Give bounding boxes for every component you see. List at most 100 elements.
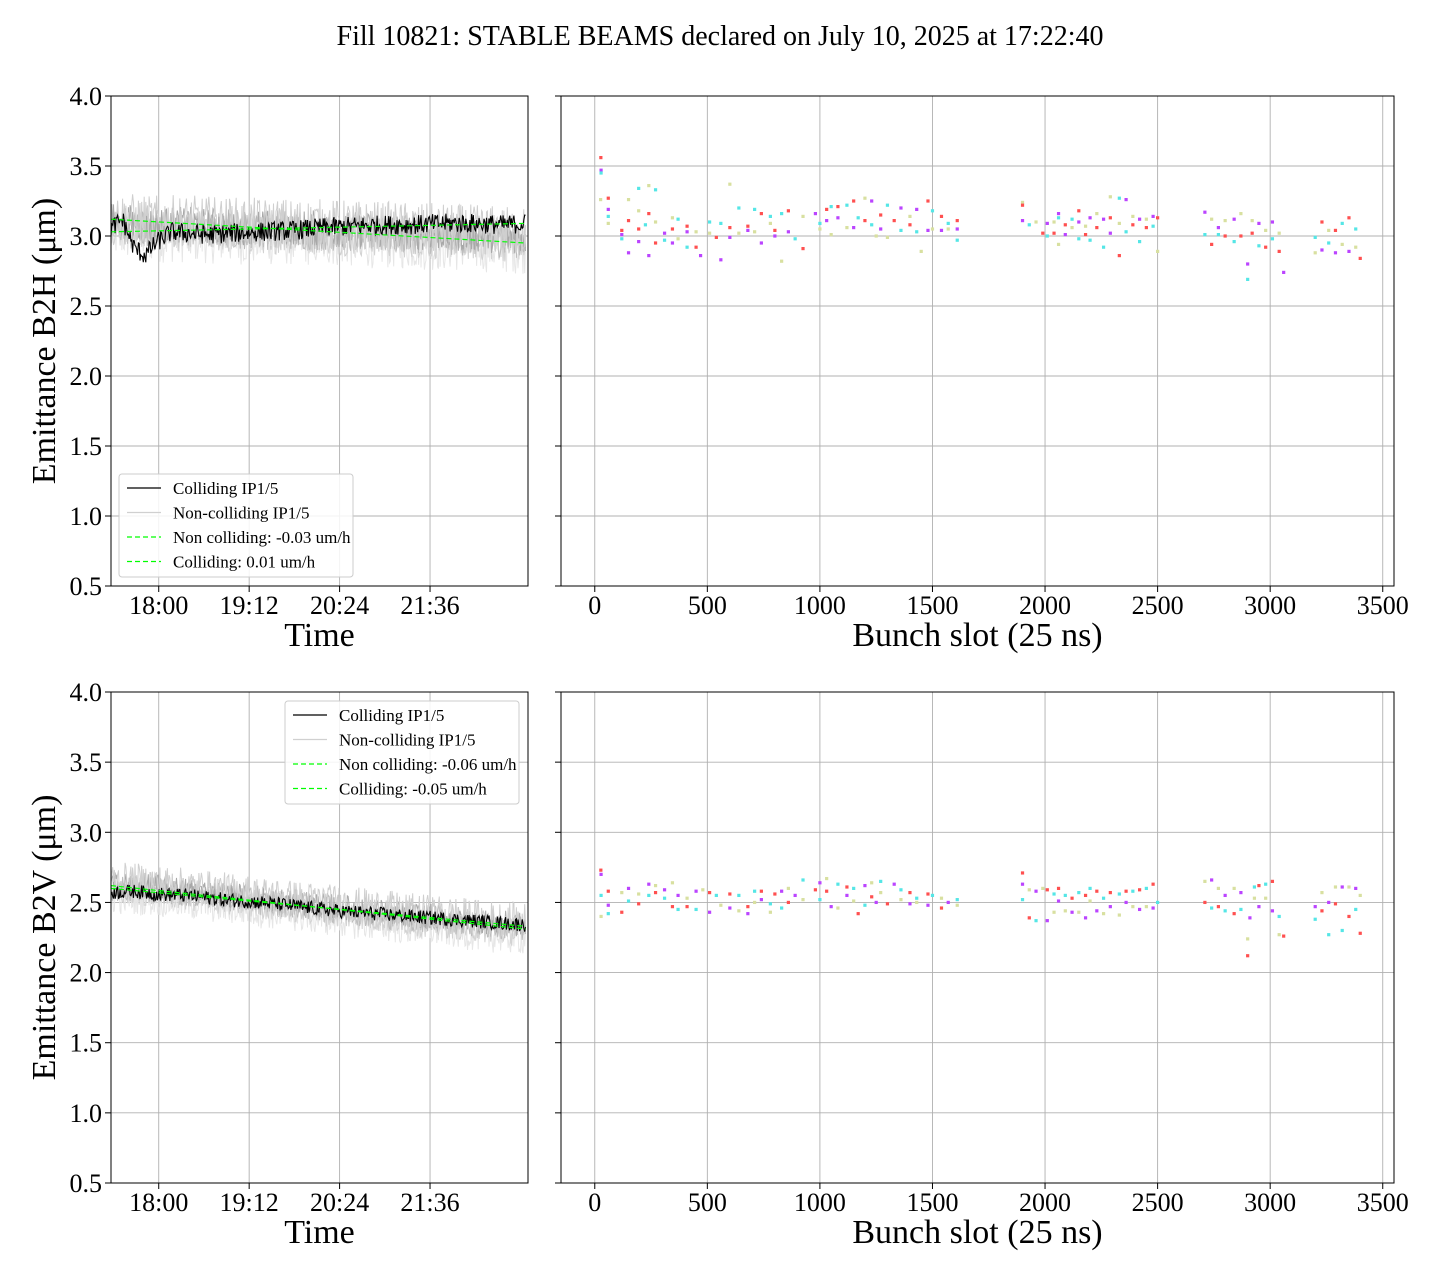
bunch-point [1246, 277, 1250, 281]
bunch-point [670, 881, 675, 885]
x-axis-label: Time [284, 617, 355, 654]
legend-entry: Non-colliding IP1/5 [339, 731, 475, 750]
bunch-point [1020, 871, 1025, 875]
bunch-point [1077, 237, 1081, 241]
bunch-point [1124, 230, 1128, 234]
bunch-point [1027, 223, 1031, 227]
bunch-point [879, 227, 883, 231]
bunch-point [1320, 220, 1324, 224]
series-noncolliding [111, 862, 526, 937]
bunch-point [626, 886, 631, 890]
bunch-point [1052, 220, 1056, 224]
bunch-point [915, 230, 919, 234]
x-tick-label: 500 [688, 1188, 727, 1217]
bunch-point [825, 219, 829, 223]
bunch-point [653, 891, 658, 895]
bunch-point [662, 231, 667, 235]
bunch-point [1077, 891, 1081, 895]
bunch-point [818, 898, 822, 902]
bunch-point [707, 231, 712, 235]
bunch-point [813, 212, 818, 216]
bunch-point [825, 889, 829, 893]
x-tick-label: 1000 [794, 1188, 846, 1217]
bunch-point [746, 912, 750, 916]
x-tick-label: 21:36 [400, 591, 459, 620]
bunch-point [1101, 896, 1106, 900]
bunch-point [1077, 910, 1081, 914]
bunch-point [1282, 934, 1286, 938]
bunch-point [1056, 242, 1061, 246]
bunch-point [599, 156, 603, 160]
bunch-point [939, 228, 944, 232]
bunch-point [1282, 270, 1286, 274]
bunch-point [1108, 891, 1112, 895]
bunch-point [719, 903, 723, 907]
bunch-point [719, 221, 723, 225]
bunch-point [670, 241, 675, 245]
bunch-point [946, 227, 950, 231]
bunch-point [899, 888, 903, 892]
bunch-point [1264, 896, 1268, 900]
legend-entry: Colliding: 0.01 um/h [173, 553, 316, 572]
x-tick-label: 2000 [1019, 591, 1071, 620]
bunch-point [1027, 888, 1031, 892]
bunch-point [818, 881, 822, 885]
bunch-point [1144, 886, 1148, 890]
bunch-point [1216, 886, 1220, 890]
bunch-point [870, 199, 874, 203]
x-tick-label: 500 [688, 591, 727, 620]
bunch-point [768, 902, 772, 906]
bunch-point [1252, 885, 1257, 889]
bunch-point [1223, 909, 1227, 913]
bunch-point [698, 254, 703, 258]
bunch-point [1277, 933, 1281, 937]
bunch-point [1056, 899, 1061, 903]
legend-entry: Colliding IP1/5 [339, 706, 444, 725]
bunch-point [1088, 216, 1092, 220]
bunch-point [1108, 216, 1112, 220]
bunch-point [1108, 905, 1112, 909]
bunch-point [620, 233, 624, 237]
bunch-point [1117, 913, 1121, 917]
bunch-point [780, 259, 784, 263]
bunch-point [1333, 228, 1338, 232]
bunch-point [737, 909, 741, 913]
bunch-point [1246, 937, 1250, 941]
x-tick-label: 2500 [1132, 1188, 1184, 1217]
bunch-point [1124, 900, 1128, 905]
bunch-point [694, 230, 698, 234]
x-tick-label: 3500 [1357, 591, 1409, 620]
bunch-point [1144, 217, 1148, 221]
bunch-point [1354, 245, 1358, 249]
bunch-point [599, 171, 603, 175]
bunch-point [892, 219, 896, 223]
bunch-point [1137, 907, 1142, 912]
bunch-point [836, 906, 840, 910]
bunch-point [1232, 886, 1236, 890]
bunch-point [1340, 242, 1344, 246]
bunch-point [1101, 245, 1106, 249]
bunch-point [939, 896, 944, 900]
bunch-point [647, 254, 651, 258]
bunch-point [1052, 910, 1056, 914]
bunch-point [1151, 906, 1155, 910]
bunch-point [759, 889, 763, 893]
y-axis-label: Emittance B2H (μm) [26, 198, 63, 484]
bunch-point [930, 227, 935, 231]
bunch-point [620, 228, 624, 232]
bunch-point [885, 203, 890, 207]
bunch-point [863, 883, 867, 888]
y-tick-label: 0.5 [70, 572, 103, 601]
bunch-point [773, 234, 777, 238]
bunch-point [1144, 226, 1148, 230]
bunch-point [719, 258, 723, 262]
bunch-point [955, 903, 959, 907]
bunch-point [946, 900, 950, 905]
axes-frame [110, 691, 529, 1184]
bunch-point [1358, 931, 1362, 935]
bunch-point [845, 226, 849, 230]
bunch-point [606, 912, 610, 916]
bunch-point [1313, 905, 1317, 909]
bunch-point [685, 224, 689, 228]
bunch-point [606, 207, 610, 211]
